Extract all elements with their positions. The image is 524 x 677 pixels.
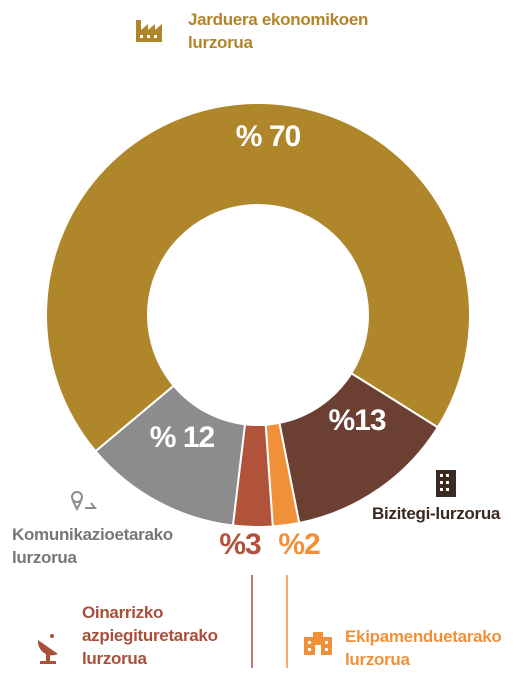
donut-segment xyxy=(45,102,471,453)
factory-icon xyxy=(136,20,162,42)
category-label: Jarduera ekonomikoen lurzorua xyxy=(188,10,369,52)
building-icon xyxy=(436,470,456,497)
route-icon xyxy=(71,491,98,512)
category-label: Bizitegi-lurzorua xyxy=(372,504,501,523)
value-label: %13 xyxy=(328,404,386,437)
dish-icon xyxy=(37,634,58,664)
donut xyxy=(45,102,471,528)
value-label: % 70 xyxy=(235,120,301,153)
value-label: %2 xyxy=(278,528,320,561)
value-label: % 12 xyxy=(149,421,215,454)
category-label: Ekipamenduetarako lurzorua xyxy=(345,627,502,669)
category-label: Oinarrizko azpiegituretarako lurzorua xyxy=(82,603,218,668)
donut-segment xyxy=(94,384,247,527)
category-label: Komunikazioetarako lurzorua xyxy=(12,525,173,567)
facility-icon xyxy=(304,632,332,655)
value-label: %3 xyxy=(219,528,261,561)
